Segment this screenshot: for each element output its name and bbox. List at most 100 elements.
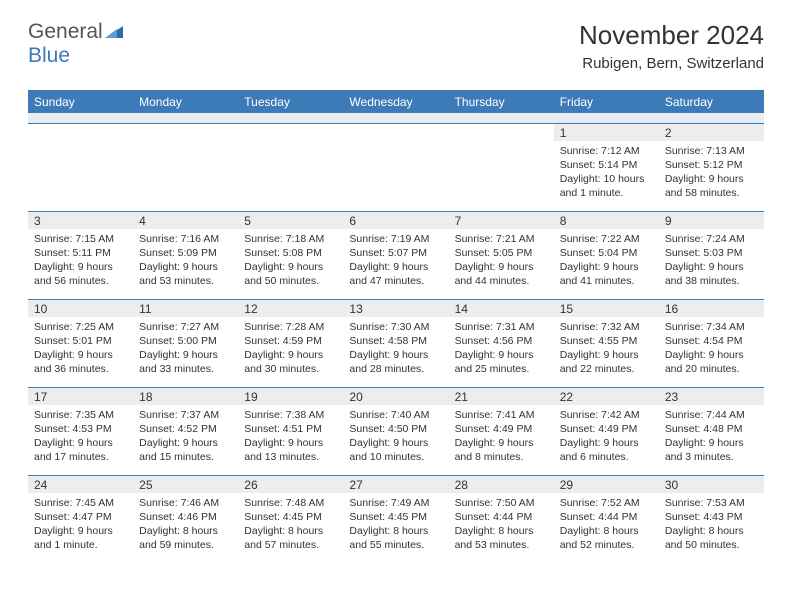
day-number: 16 — [659, 300, 764, 317]
day-number: 1 — [554, 124, 659, 141]
day-header: Monday — [133, 90, 238, 113]
sunset-text: Sunset: 4:54 PM — [665, 334, 758, 348]
day-cell — [133, 123, 238, 211]
logo-text-2: Blue — [28, 44, 70, 67]
day-info: Sunrise: 7:52 AMSunset: 4:44 PMDaylight:… — [560, 496, 653, 553]
day-info: Sunrise: 7:40 AMSunset: 4:50 PMDaylight:… — [349, 408, 442, 465]
daylight-text: Daylight: 9 hours and 53 minutes. — [139, 260, 232, 288]
day-number: 29 — [554, 476, 659, 493]
day-info: Sunrise: 7:49 AMSunset: 4:45 PMDaylight:… — [349, 496, 442, 553]
sunrise-text: Sunrise: 7:46 AM — [139, 496, 232, 510]
day-cell: 26Sunrise: 7:48 AMSunset: 4:45 PMDayligh… — [238, 475, 343, 563]
sunset-text: Sunset: 4:48 PM — [665, 422, 758, 436]
day-cell: 27 Sunrise: 7:49 AMSunset: 4:45 PMDayligh… — [343, 475, 448, 563]
day-header: Sunday — [28, 90, 133, 113]
day-number: 14 — [449, 300, 554, 317]
daylight-text: Daylight: 8 hours and 55 minutes. — [349, 524, 442, 552]
day-info: Sunrise: 7:45 AMSunset: 4:47 PMDaylight:… — [34, 496, 127, 553]
spacer-row — [28, 113, 764, 123]
day-info: Sunrise: 7:38 AMSunset: 4:51 PMDaylight:… — [244, 408, 337, 465]
sunset-text: Sunset: 5:09 PM — [139, 246, 232, 260]
day-header-row: SundayMondayTuesdayWednesdayThursdayFrid… — [28, 90, 764, 113]
daylight-text: Daylight: 9 hours and 20 minutes. — [665, 348, 758, 376]
daylight-text: Daylight: 9 hours and 3 minutes. — [665, 436, 758, 464]
day-header: Saturday — [659, 90, 764, 113]
sunrise-text: Sunrise: 7:45 AM — [34, 496, 127, 510]
day-number: 10 — [28, 300, 133, 317]
sunrise-text: Sunrise: 7:27 AM — [139, 320, 232, 334]
day-number: 27 — [343, 476, 448, 493]
sunset-text: Sunset: 4:59 PM — [244, 334, 337, 348]
sunset-text: Sunset: 5:00 PM — [139, 334, 232, 348]
daylight-text: Daylight: 9 hours and 36 minutes. — [34, 348, 127, 376]
daylight-text: Daylight: 9 hours and 58 minutes. — [665, 172, 758, 200]
day-number: 25 — [133, 476, 238, 493]
day-cell: 4 Sunrise: 7:16 AMSunset: 5:09 PMDaylight… — [133, 211, 238, 299]
sunset-text: Sunset: 5:12 PM — [665, 158, 758, 172]
sunset-text: Sunset: 4:47 PM — [34, 510, 127, 524]
daylight-text: Daylight: 9 hours and 13 minutes. — [244, 436, 337, 464]
day-number: 28 — [449, 476, 554, 493]
sunset-text: Sunset: 4:56 PM — [455, 334, 548, 348]
day-number: 3 — [28, 212, 133, 229]
sunset-text: Sunset: 5:11 PM — [34, 246, 127, 260]
daylight-text: Daylight: 8 hours and 57 minutes. — [244, 524, 337, 552]
daylight-text: Daylight: 9 hours and 44 minutes. — [455, 260, 548, 288]
day-number: 15 — [554, 300, 659, 317]
day-cell: 16 Sunrise: 7:34 AMSunset: 4:54 PMDayligh… — [659, 299, 764, 387]
day-number: 18 — [133, 388, 238, 405]
daylight-text: Daylight: 9 hours and 33 minutes. — [139, 348, 232, 376]
sunset-text: Sunset: 5:04 PM — [560, 246, 653, 260]
day-cell — [28, 123, 133, 211]
day-cell: 25Sunrise: 7:46 AMSunset: 4:46 PMDayligh… — [133, 475, 238, 563]
sunrise-text: Sunrise: 7:12 AM — [560, 144, 653, 158]
sunrise-text: Sunrise: 7:34 AM — [665, 320, 758, 334]
day-info: Sunrise: 7:34 AMSunset: 4:54 PMDaylight:… — [665, 320, 758, 377]
day-header: Wednesday — [343, 90, 448, 113]
sunrise-text: Sunrise: 7:16 AM — [139, 232, 232, 246]
daylight-text: Daylight: 9 hours and 6 minutes. — [560, 436, 653, 464]
sunset-text: Sunset: 5:14 PM — [560, 158, 653, 172]
day-number: 20 — [343, 388, 448, 405]
day-info: Sunrise: 7:21 AMSunset: 5:05 PMDaylight:… — [455, 232, 548, 289]
sunset-text: Sunset: 4:58 PM — [349, 334, 442, 348]
day-number: 4 — [133, 212, 238, 229]
calendar-table: SundayMondayTuesdayWednesdayThursdayFrid… — [28, 90, 764, 563]
day-number: 8 — [554, 212, 659, 229]
day-cell — [238, 123, 343, 211]
day-cell: 9Sunrise: 7:24 AMSunset: 5:03 PMDaylight… — [659, 211, 764, 299]
sunset-text: Sunset: 4:45 PM — [244, 510, 337, 524]
sunrise-text: Sunrise: 7:15 AM — [34, 232, 127, 246]
sunrise-text: Sunrise: 7:40 AM — [349, 408, 442, 422]
day-cell: 1Sunrise: 7:12 AMSunset: 5:14 PMDaylight… — [554, 123, 659, 211]
day-cell: 5Sunrise: 7:18 AMSunset: 5:08 PMDaylight… — [238, 211, 343, 299]
daylight-text: Daylight: 9 hours and 22 minutes. — [560, 348, 653, 376]
sunset-text: Sunset: 4:44 PM — [455, 510, 548, 524]
daylight-text: Daylight: 8 hours and 52 minutes. — [560, 524, 653, 552]
title-block: November 2024 Rubigen, Bern, Switzerland — [579, 20, 764, 72]
day-number: 30 — [659, 476, 764, 493]
daylight-text: Daylight: 9 hours and 28 minutes. — [349, 348, 442, 376]
day-cell: 7 Sunrise: 7:21 AMSunset: 5:05 PMDaylight… — [449, 211, 554, 299]
sunset-text: Sunset: 4:45 PM — [349, 510, 442, 524]
sunrise-text: Sunrise: 7:21 AM — [455, 232, 548, 246]
sunrise-text: Sunrise: 7:53 AM — [665, 496, 758, 510]
sunset-text: Sunset: 4:52 PM — [139, 422, 232, 436]
sunset-text: Sunset: 4:51 PM — [244, 422, 337, 436]
day-cell: 14Sunrise: 7:31 AMSunset: 4:56 PMDayligh… — [449, 299, 554, 387]
day-cell: 10Sunrise: 7:25 AMSunset: 5:01 PMDayligh… — [28, 299, 133, 387]
day-info: Sunrise: 7:41 AMSunset: 4:49 PMDaylight:… — [455, 408, 548, 465]
logo: General Blue — [28, 20, 123, 68]
header: General Blue November 2024 Rubigen, Bern… — [28, 20, 764, 72]
day-info: Sunrise: 7:24 AMSunset: 5:03 PMDaylight:… — [665, 232, 758, 289]
day-header: Friday — [554, 90, 659, 113]
day-number: 7 — [449, 212, 554, 229]
daylight-text: Daylight: 9 hours and 50 minutes. — [244, 260, 337, 288]
week-row: 1 Sunrise: 7:12 AMSunset: 5:14 PM Daylight… — [28, 123, 764, 211]
sunrise-text: Sunrise: 7:35 AM — [34, 408, 127, 422]
day-info: Sunrise: 7:15 AMSunset: 5:11 PMDaylight:… — [34, 232, 127, 289]
week-row: 10Sunrise: 7:25 AMSunset: 5:01 PMDayligh… — [28, 299, 764, 387]
day-cell: 2Sunrise: 7:13 AMSunset: 5:12 PMDaylight… — [659, 123, 764, 211]
daylight-text: Daylight: 9 hours and 25 minutes. — [455, 348, 548, 376]
daylight-text: Daylight: 9 hours and 10 minutes. — [349, 436, 442, 464]
